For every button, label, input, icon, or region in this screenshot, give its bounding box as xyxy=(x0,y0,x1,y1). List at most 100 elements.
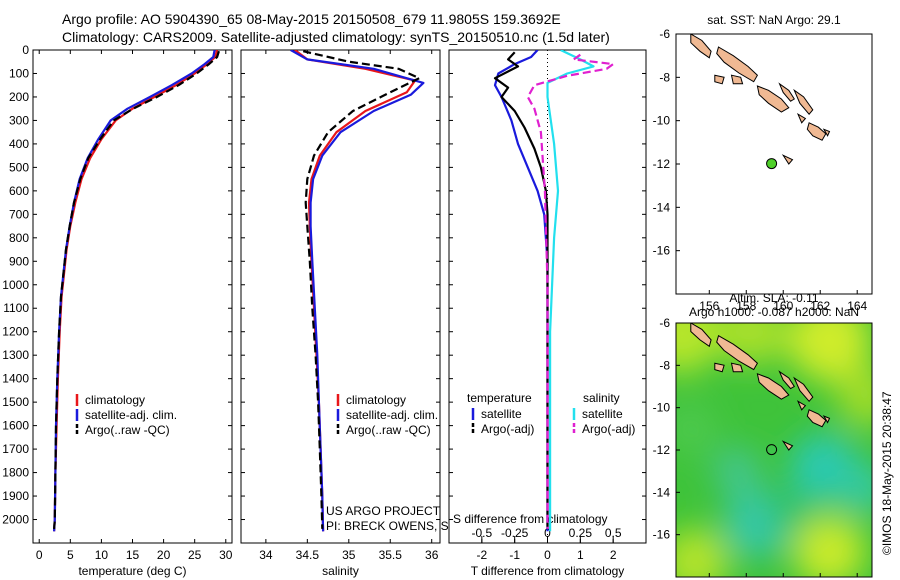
y-tick-label: -6 xyxy=(659,316,670,330)
y-tick-label: 200 xyxy=(9,90,29,104)
island xyxy=(793,376,814,403)
s-tick-label: -0.5 xyxy=(471,526,492,540)
island xyxy=(778,370,796,390)
y-tick-label: 700 xyxy=(9,207,29,221)
sla-blob xyxy=(713,447,762,496)
island xyxy=(756,373,790,400)
series-line-argo-raw-qc xyxy=(302,50,421,529)
y-tick-label: 500 xyxy=(9,160,29,174)
legend-label: satellite xyxy=(481,407,522,421)
map-content xyxy=(676,323,872,577)
salinity-panel: 34 34.5 35 35.5 36salinityclimatologysatelli… xyxy=(240,49,606,578)
x-tick-label: 36 xyxy=(425,548,439,562)
y-tick-label: 1600 xyxy=(2,419,29,433)
sla-blob xyxy=(676,528,729,577)
y-tick-label: 1200 xyxy=(2,325,29,339)
sla-blob xyxy=(793,515,866,577)
sla-blob xyxy=(787,323,872,382)
x-tick-label: 156 xyxy=(699,299,719,313)
x-tick-label: 35 xyxy=(342,548,356,562)
legend-label: Argo(..raw -QC) xyxy=(346,423,431,437)
x-tick-label: -1 xyxy=(509,548,520,562)
y-tick-label: -10 xyxy=(653,401,671,415)
y-tick-label: 1700 xyxy=(2,442,29,456)
y-tick-label: -10 xyxy=(653,114,671,128)
x-tick-label: 30 xyxy=(219,548,233,562)
legend-title-temperature: temperature xyxy=(467,391,532,405)
legend-label: climatology xyxy=(85,393,145,407)
s-tick-label: -0.25 xyxy=(501,526,529,540)
sla-map-title-line1: Altim. SLA: -0.11 xyxy=(729,291,818,305)
y-tick-label: -14 xyxy=(653,485,671,499)
plot-title-line2: Climatology: CARS2009. Satellite-adjuste… xyxy=(62,29,610,45)
x-axis-label: T difference from climatology xyxy=(471,564,625,578)
temperature-panel: 0100200300400500600700800900100011001200… xyxy=(2,43,232,578)
x-tick-label: 2 xyxy=(610,548,617,562)
y-tick-label: -12 xyxy=(653,443,671,457)
y-tick-label: -8 xyxy=(659,358,670,372)
series-group xyxy=(493,50,615,532)
y-tick-label: -6 xyxy=(659,27,670,41)
y-tick-label: 400 xyxy=(9,137,29,151)
s-tick-label: 0.5 xyxy=(605,526,622,540)
x-tick-label: 34 xyxy=(259,548,273,562)
island xyxy=(756,85,790,113)
y-tick-label: -12 xyxy=(653,157,671,171)
sst-map-title: sat. SST: NaN Argo: 29.1 xyxy=(707,13,841,27)
island xyxy=(730,362,744,373)
y-tick-label: 1400 xyxy=(2,372,29,386)
x-tick-label: 1 xyxy=(577,548,584,562)
sla-blob xyxy=(836,462,872,515)
y-tick-label: -14 xyxy=(653,200,671,214)
y-tick-label: 1300 xyxy=(2,348,29,362)
y-tick-label: 1900 xyxy=(2,489,29,503)
y-tick-label: 300 xyxy=(9,113,29,127)
island xyxy=(690,34,712,59)
y-tick-label: 900 xyxy=(9,254,29,268)
sla-blob xyxy=(676,402,717,455)
series-line-argo-raw-qc xyxy=(53,50,220,529)
x-tick-label: 5 xyxy=(67,548,74,562)
y-tick-label: 1800 xyxy=(2,466,29,480)
float-position-marker xyxy=(766,158,778,170)
difference-panel: -2 -1 0 1 2 T difference from climatology S di… xyxy=(448,49,647,578)
island xyxy=(806,122,827,141)
project-annotation: US ARGO PROJECT xyxy=(326,504,441,518)
island xyxy=(730,74,744,85)
series-group xyxy=(290,50,425,532)
legend-label: satellite-adj. clim. xyxy=(346,408,438,422)
s-tick-label: 0.25 xyxy=(569,526,593,540)
legend-label: satellite-adj. clim. xyxy=(85,408,177,422)
island xyxy=(778,82,795,102)
sla-map-panel: 156 158 160 162 164 -6 -8 -10 -12 -14 -16 Altim. SL… xyxy=(653,291,873,578)
legend-label: Argo(..raw -QC) xyxy=(85,423,170,437)
island xyxy=(796,113,807,124)
island xyxy=(714,362,725,373)
s-tick-label: 0 xyxy=(544,526,551,540)
y-tick-label: 1500 xyxy=(2,395,29,409)
y-tick-label: 1000 xyxy=(2,278,29,292)
sst-map-panel: 156 158 160 162 164 -6 -8 -10 -12 -14 -16 sat. SST:… xyxy=(653,13,873,313)
legend-label: satellite xyxy=(582,407,623,421)
legend-title-salinity: salinity xyxy=(583,391,620,405)
sla-map-title-line2: Argo h1000: -0.087 h2000: NaN xyxy=(689,305,859,319)
series-line-t-argo-adj- xyxy=(493,51,549,529)
y-tick-label: 1100 xyxy=(3,301,29,315)
y-tick-label: -8 xyxy=(659,70,670,84)
x-tick-label: 164 xyxy=(847,299,867,313)
island xyxy=(822,128,831,137)
y-tick-label: 600 xyxy=(9,184,29,198)
x-tick-label: 20 xyxy=(157,548,171,562)
x-tick-label: 160 xyxy=(773,299,793,313)
legend-label: Argo(-adj) xyxy=(481,422,534,436)
float-position-marker xyxy=(766,444,778,456)
y-tick-label: 2000 xyxy=(2,513,29,527)
series-line-s-satellite xyxy=(546,50,595,532)
sla-blob xyxy=(676,323,722,374)
y-tick-label: 100 xyxy=(9,66,29,80)
x-axis-label: salinity xyxy=(322,564,359,578)
island xyxy=(806,409,827,428)
legend-label: Argo(-adj) xyxy=(582,422,635,436)
plot-title-line1: Argo profile: AO 5904390_65 08-May-2015 … xyxy=(62,11,561,27)
